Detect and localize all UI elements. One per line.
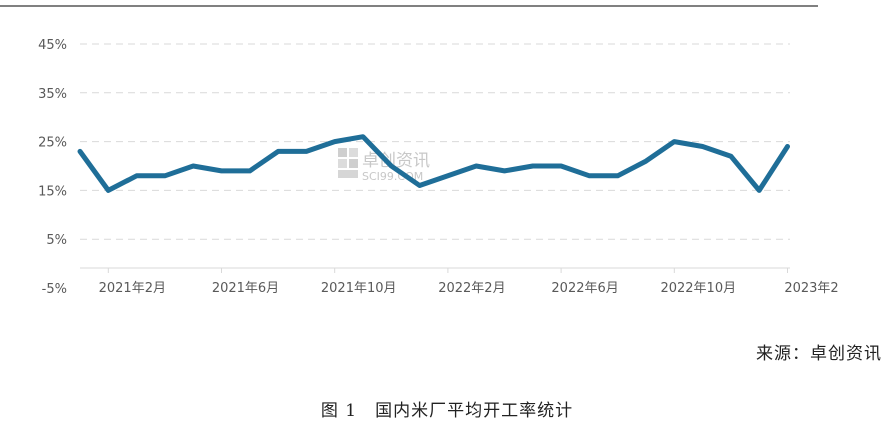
figure-caption: 图 1 国内米厂平均开工率统计	[320, 401, 574, 421]
watermark: 卓创资讯 SCI99.COM	[338, 148, 430, 183]
x-tick-label: 2021年10月	[321, 281, 397, 296]
x-tick-label: 2021年6月	[212, 281, 279, 296]
y-tick-label: 15%	[38, 184, 67, 199]
y-tick-label: 5%	[46, 233, 67, 248]
line-chart: 45% 35% 25% 15% 5% -5% 卓创资讯 SCI99.COM 2021年2月…	[0, 5, 839, 297]
watermark-logo-icon	[338, 148, 358, 178]
x-tick-label: 2022年10月	[660, 281, 736, 296]
x-axis-ticks: 2021年2月 2021年6月 2021年10月 2022年2月 2022年6月 2022…	[99, 268, 839, 296]
x-tick-label: 2021年2月	[99, 281, 166, 296]
y-tick-label: 45%	[38, 38, 67, 53]
y-tick-label: 25%	[38, 136, 67, 151]
y-axis-ticks: 45% 35% 25% 15% 5% -5%	[38, 38, 67, 297]
series-line	[77, 134, 790, 193]
y-tick-label: 35%	[38, 87, 67, 102]
x-tick-label: 2022年2月	[438, 281, 505, 296]
source-label: 来源：卓创资讯	[756, 344, 882, 364]
x-tick-label: 2023年2	[784, 281, 838, 296]
x-tick-label: 2022年6月	[551, 281, 618, 296]
y-tick-label: -5%	[42, 282, 67, 297]
